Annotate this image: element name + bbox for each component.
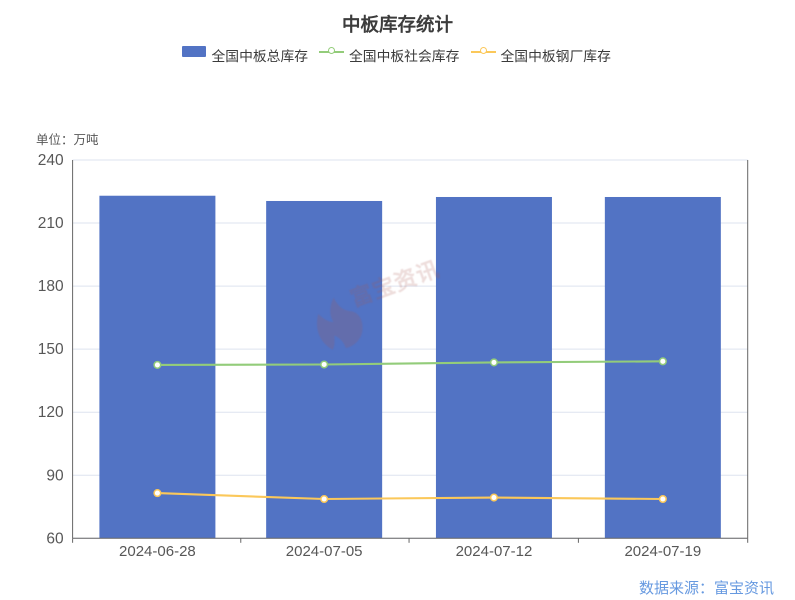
- svg-text:120: 120: [38, 404, 64, 421]
- svg-text:150: 150: [38, 341, 64, 358]
- svg-text:60: 60: [46, 530, 64, 547]
- svg-text:2024-07-05: 2024-07-05: [286, 543, 363, 560]
- svg-text:2024-07-12: 2024-07-12: [456, 543, 533, 560]
- svg-text:90: 90: [46, 467, 64, 484]
- svg-text:180: 180: [38, 278, 64, 295]
- svg-text:2024-06-28: 2024-06-28: [119, 543, 196, 560]
- svg-text:240: 240: [38, 152, 64, 169]
- svg-text:2024-07-19: 2024-07-19: [624, 543, 701, 560]
- svg-text:210: 210: [38, 215, 64, 232]
